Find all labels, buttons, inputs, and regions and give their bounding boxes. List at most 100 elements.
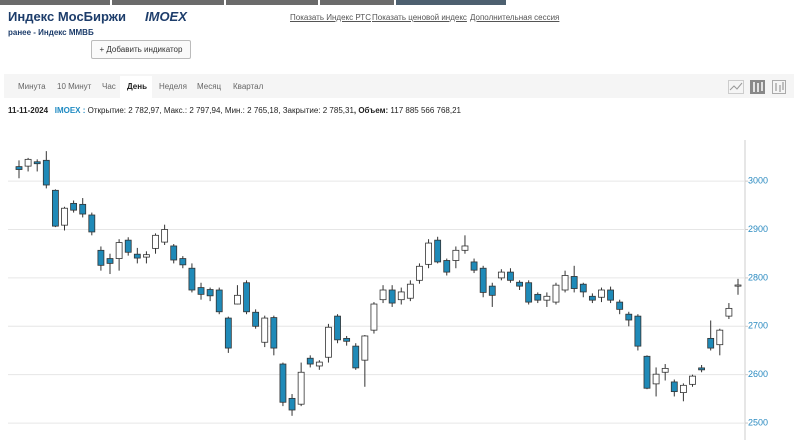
candle-body (379, 289, 387, 301)
candle-body (634, 315, 642, 347)
candle-body (552, 284, 560, 303)
candle-body (643, 355, 651, 389)
info-value: 2 782,97 (128, 106, 160, 115)
candle-body (488, 285, 496, 296)
info-label: , Закрытие: (278, 106, 321, 115)
candle-body (179, 258, 187, 266)
candle-body (698, 367, 705, 371)
candle-body (507, 271, 514, 281)
candle-body (607, 289, 614, 301)
candle-body (152, 234, 159, 249)
candle-body (79, 203, 87, 215)
nav-tab[interactable] (396, 0, 506, 5)
candle-body (270, 317, 278, 349)
candle-body (416, 265, 423, 281)
candle-body (661, 367, 669, 373)
y-tick-label: 2800 (748, 272, 768, 282)
nav-tab[interactable] (112, 0, 224, 5)
candle-body (279, 363, 287, 403)
candle-body (516, 281, 523, 287)
candle-body (24, 158, 32, 167)
y-tick-label: 2600 (748, 369, 768, 379)
candle-body (133, 253, 141, 259)
candle-body (406, 283, 414, 299)
candle-body (33, 161, 41, 165)
add-indicator-button[interactable]: + Добавить индикатор (91, 40, 191, 59)
candle-body (315, 361, 323, 367)
info-value: 117 885 566 768,21 (390, 106, 461, 115)
candle-body (215, 289, 223, 313)
candle-body (497, 271, 505, 279)
candle-body (598, 289, 605, 298)
nav-tab[interactable] (226, 0, 318, 5)
candle-body (252, 311, 260, 327)
candle-body (425, 242, 432, 265)
period-tab[interactable]: Минута (18, 82, 46, 91)
info-label: , Объем: (353, 106, 389, 115)
candle-body (143, 254, 150, 258)
candle-body (124, 239, 132, 253)
candle-body (70, 202, 78, 211)
candle-body (725, 307, 733, 317)
info-date: 11-11-2024 (8, 106, 49, 115)
selected-tab-bg (120, 76, 152, 98)
nav-tab[interactable] (320, 0, 394, 5)
candle-body (570, 276, 578, 289)
link[interactable]: Показать ценовой индекс (372, 13, 467, 22)
candle-body (625, 313, 633, 321)
candle-body (224, 317, 232, 349)
candle-body (197, 287, 205, 295)
candle-body (452, 249, 460, 261)
candle-body (115, 242, 123, 259)
candle-body (734, 284, 742, 287)
candle-body (15, 166, 23, 170)
candle-body (106, 258, 114, 264)
candle-body (689, 375, 696, 385)
info-value: 2 785,31 (322, 106, 354, 115)
candle-body (361, 335, 369, 361)
candle-body (297, 371, 305, 405)
chart-type-icons[interactable] (728, 79, 788, 95)
period-tab[interactable]: День (127, 82, 147, 91)
candle-body (534, 293, 542, 301)
candle-body (288, 397, 296, 411)
period-tab[interactable]: Неделя (159, 82, 187, 91)
y-tick-label: 2700 (748, 321, 768, 331)
y-tick-label: 2900 (748, 224, 768, 234)
period-tab[interactable]: Месяц (197, 82, 222, 91)
candle-body (670, 381, 678, 393)
candle-body (206, 289, 214, 297)
candle-body (325, 326, 332, 358)
candle-body (370, 303, 378, 331)
candle-body (561, 275, 569, 291)
candle-body (88, 214, 96, 233)
candle-body (42, 159, 50, 186)
info-value: 2 797,94 (189, 106, 221, 115)
y-tick-label: 3000 (748, 176, 768, 186)
candle-body (616, 301, 624, 310)
candle-body (443, 260, 451, 273)
period-tab[interactable]: 10 Минут (57, 82, 92, 91)
candle-body (479, 267, 487, 293)
info-value: 2 765,18 (247, 106, 279, 115)
info-label: , Мин.: (220, 106, 245, 115)
candle-body (61, 207, 68, 226)
candle-body (388, 289, 396, 304)
candle-body (52, 189, 59, 227)
candle-body (434, 239, 442, 263)
period-tab[interactable]: Квартал (233, 82, 264, 91)
period-tab[interactable]: Час (102, 82, 116, 91)
candle-body (188, 267, 196, 291)
info-ticker: IMOEX : (54, 106, 86, 115)
link[interactable]: Показать Индекс РТС (290, 13, 371, 22)
nav-tab[interactable] (0, 0, 110, 5)
candle-body (579, 283, 587, 293)
candle-body (170, 245, 178, 261)
link[interactable]: Дополнительная сессия (470, 13, 560, 22)
candle-body (343, 337, 351, 342)
candle-body (588, 295, 596, 301)
y-tick-label: 2500 (748, 417, 768, 427)
candle-body (707, 337, 715, 349)
